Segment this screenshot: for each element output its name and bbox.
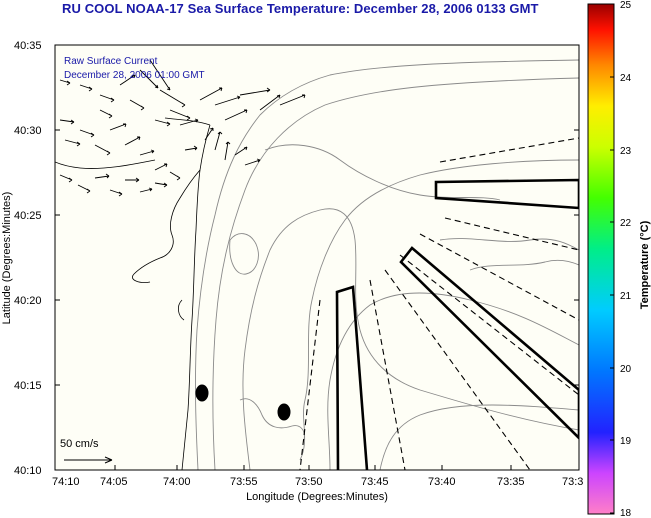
y-tick-label: 40:30 xyxy=(14,125,42,137)
colorbar-tick-label: 18 xyxy=(620,508,632,518)
x-tick-label: 73:40 xyxy=(428,476,456,488)
scale-arrow-icon xyxy=(64,456,113,464)
colorbar-tick-label: 20 xyxy=(620,364,632,375)
overlay-title: Raw Surface Current xyxy=(64,56,158,67)
station-marker-1 xyxy=(195,384,209,402)
colorbar-ticks xyxy=(610,3,614,514)
colorbar xyxy=(587,3,615,515)
colorbar-tick-label: 25 xyxy=(620,0,632,11)
x-tick-label: 74:05 xyxy=(100,476,128,488)
x-axis-label: Longitude (Degrees:Minutes) xyxy=(246,491,388,503)
x-tick-label: 73:55 xyxy=(230,476,258,488)
y-tick-label: 40:20 xyxy=(14,295,42,307)
glider-box-north xyxy=(434,178,579,210)
sampling-transects xyxy=(299,137,579,470)
y-tick-label: 40:10 xyxy=(14,465,42,477)
colorbar-tick-label: 23 xyxy=(620,146,632,157)
colorbar-tick-label: 22 xyxy=(620,218,632,229)
x-tick-label: 74:00 xyxy=(163,476,191,488)
colorbar-tick-label: 21 xyxy=(620,291,632,302)
map-background xyxy=(55,45,579,470)
bathymetry-contours xyxy=(195,59,579,470)
glider-box-south xyxy=(335,285,369,470)
chart-title: RU COOL NOAA-17 Sea Surface Temperature:… xyxy=(62,1,539,16)
overlay-date: December 28, 2006 01:00 GMT xyxy=(64,70,205,81)
coastline xyxy=(55,117,211,470)
station-marker-2 xyxy=(277,403,291,421)
colorbar-tick-label: 19 xyxy=(620,436,632,447)
x-tick-label: 73:50 xyxy=(295,476,323,488)
y-tick-label: 40:35 xyxy=(14,40,42,52)
y-axis-label: Latitude (Degrees:Minutes) xyxy=(1,192,13,325)
x-tick-label: 73:35 xyxy=(497,476,525,488)
surface-current-vectors xyxy=(59,59,306,197)
plot-frame xyxy=(54,44,580,471)
scale-label: 50 cm/s xyxy=(60,438,99,450)
colorbar-tick-label: 24 xyxy=(620,73,632,84)
x-tick-label: 73:3 xyxy=(562,476,583,488)
glider-box-diagonal xyxy=(399,246,579,440)
y-tick-label: 40:25 xyxy=(14,210,42,222)
x-tick-label: 73:45 xyxy=(361,476,389,488)
glider-boxes xyxy=(335,178,579,470)
y-tick-label: 40:15 xyxy=(14,380,42,392)
colorbar-title: Temperature (°C) xyxy=(639,220,651,309)
x-tick-label: 74:10 xyxy=(52,476,80,488)
axis-tick-marks xyxy=(54,44,579,470)
